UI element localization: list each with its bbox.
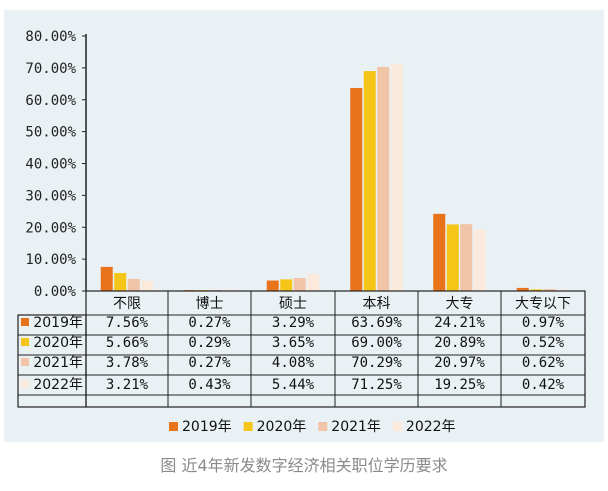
bar — [543, 289, 556, 291]
data-label: 0.29% — [188, 335, 231, 351]
data-label: 0.42% — [522, 377, 565, 393]
data-label: 5.66% — [106, 335, 149, 351]
bar — [280, 279, 293, 291]
bar — [307, 273, 320, 291]
x-tick-label: 本科 — [363, 296, 391, 312]
y-tick-label: 50.00% — [25, 125, 76, 141]
data-label: 0.43% — [188, 377, 231, 393]
figure-caption: 图 近4年新发数字经济相关职位学历要求 — [160, 456, 448, 475]
row-swatch — [21, 318, 29, 326]
bar — [557, 289, 570, 291]
bar-chart: 80.00% 70.00% 60.00% 50.00% 40.00% 30.00% 20.0… — [17, 29, 586, 435]
bar — [350, 87, 363, 291]
data-label: 0.62% — [522, 355, 565, 371]
data-label: 0.97% — [522, 315, 565, 331]
row-label: 2019年 — [33, 315, 83, 331]
x-tick-label: 大专以下 — [515, 296, 571, 312]
row-swatch — [21, 358, 29, 366]
data-label: 0.27% — [188, 355, 231, 371]
y-tick-label: 40.00% — [25, 157, 76, 173]
data-label: 69.00% — [351, 335, 402, 351]
bar — [223, 289, 236, 291]
bar — [127, 278, 140, 291]
bar — [390, 63, 403, 291]
legend-swatch — [169, 422, 178, 431]
legend-swatch — [318, 422, 328, 431]
data-label: 4.08% — [272, 355, 315, 371]
y-tick-label: 30.00% — [25, 188, 76, 204]
x-tick-label: 博士 — [196, 295, 224, 312]
bar — [293, 277, 306, 291]
row-swatch — [21, 338, 29, 346]
bar — [114, 272, 127, 291]
legend-label: 2022年 — [406, 419, 456, 435]
y-tick-label: 60.00% — [25, 93, 76, 109]
y-tick-label: 20.00% — [25, 220, 76, 236]
data-label: 5.44% — [272, 377, 315, 393]
data-label: 0.27% — [188, 315, 231, 331]
data-label: 24.21% — [434, 315, 485, 331]
legend-label: 2020年 — [257, 419, 307, 435]
x-tick-label: 大专 — [446, 296, 474, 312]
x-tick-label: 硕士 — [279, 296, 307, 312]
data-label: 0.52% — [522, 335, 565, 351]
legend-swatch — [243, 422, 253, 431]
row-label: 2022年 — [33, 377, 83, 393]
data-label: 70.29% — [351, 355, 402, 371]
bar — [516, 287, 529, 291]
data-label: 63.69% — [351, 315, 402, 331]
bar — [530, 289, 543, 291]
x-tick-label: 不限 — [113, 296, 141, 312]
bar — [473, 229, 486, 291]
row-label: 2021年 — [33, 355, 83, 371]
legend-label: 2021年 — [331, 419, 381, 435]
data-label: 7.56% — [106, 315, 149, 331]
y-tick-label: 10.00% — [25, 252, 76, 268]
data-label: 20.97% — [434, 355, 485, 371]
bar — [100, 266, 113, 291]
bar — [433, 213, 446, 291]
bar — [446, 224, 459, 291]
chart-panel — [4, 10, 604, 442]
bar — [266, 280, 279, 291]
data-label: 20.89% — [434, 335, 485, 351]
legend-swatch — [392, 422, 402, 431]
data-label: 3.29% — [272, 315, 315, 331]
row-label: 2020年 — [33, 335, 83, 351]
bar — [363, 71, 376, 291]
y-tick-label: 80.00% — [25, 29, 76, 45]
y-tick-label: 70.00% — [25, 61, 76, 77]
bar — [460, 224, 473, 291]
data-label: 19.25% — [434, 377, 485, 393]
bar — [377, 66, 390, 291]
y-tick-label: 0.00% — [34, 284, 77, 300]
data-label: 3.21% — [106, 377, 149, 393]
data-label: 71.25% — [351, 377, 402, 393]
row-swatch — [21, 380, 29, 388]
bar — [141, 280, 154, 291]
legend-label: 2019年 — [182, 419, 232, 435]
data-label: 3.65% — [272, 335, 315, 351]
data-label: 3.78% — [106, 355, 149, 371]
